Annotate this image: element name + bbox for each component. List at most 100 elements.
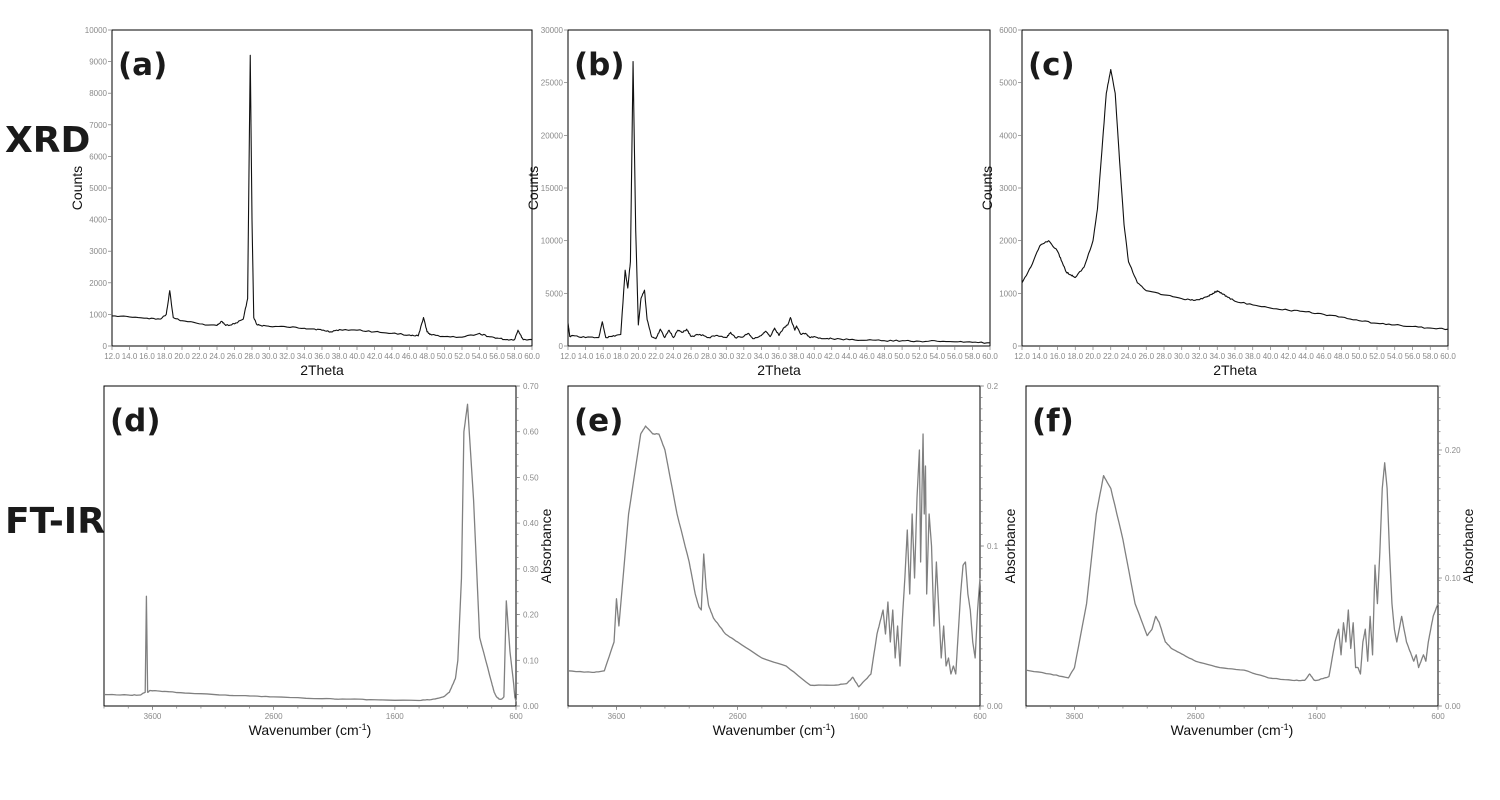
x-tick-label-c-4: 20.0 [1085, 352, 1101, 361]
plot-frame-d [103, 385, 517, 707]
x-tick-label-f-1: 2600 [1187, 712, 1205, 721]
x-tick-label-a-19: 50.0 [437, 352, 453, 361]
x-tick-label-b-14: 40.0 [806, 352, 822, 361]
x-tick-label-a-12: 36.0 [314, 352, 330, 361]
y-axis-title-f: Absorbance [1460, 508, 1476, 583]
x-tick-label-a-6: 24.0 [209, 352, 225, 361]
panel-b: (b)12.0 14.0 16.0 18.0 20.0 22.0 24.0 26.0 28.0 3… [525, 26, 998, 378]
y-tick-label-d-6: 0.60 [523, 428, 539, 437]
x-tick-label-c-6: 24.0 [1121, 352, 1137, 361]
x-axis-title-sup-f: -1 [1281, 722, 1289, 732]
series-line-a [111, 54, 533, 341]
x-tick-label-b-8: 28.0 [701, 352, 717, 361]
x-tick-label-c-7: 26.0 [1138, 352, 1154, 361]
x-tick-label-a-18: 48.0 [419, 352, 435, 361]
x-tick-label-a-8: 28.0 [244, 352, 260, 361]
y-tick-label-a-8: 8000 [89, 89, 107, 98]
x-tick-label-b-23: 58.0 [965, 352, 981, 361]
y-tick-label-a-6: 6000 [89, 152, 107, 161]
x-tick-label-b-2: 16.0 [595, 352, 611, 361]
x-tick-label-a-16: 44.0 [384, 352, 400, 361]
x-tick-label-c-12: 36.0 [1227, 352, 1243, 361]
x-tick-label-b-10: 32.0 [736, 352, 752, 361]
y-tick-label-c-4: 4000 [999, 131, 1017, 140]
y-axis-title-e: Absorbance [1002, 508, 1018, 583]
y-tick-label-a-1: 1000 [89, 310, 107, 319]
y-tick-label-a-4: 4000 [89, 216, 107, 225]
x-tick-label-e-1: 2600 [729, 712, 747, 721]
y-tick-label-a-9: 9000 [89, 58, 107, 67]
y-tick-label-b-2: 10000 [541, 237, 564, 246]
panels-group: (a)12.0 14.0 16.0 18.0 20.0 22.0 24.0 26.0 28.0 3… [69, 26, 1476, 738]
x-tick-label-c-0: 12.0 [1014, 352, 1030, 361]
panel-a: (a) 12.0 14.0 16.0 18.0 20.0 22.0 24.0 26.0 28.0 3… [69, 26, 540, 378]
plot-frame-f [1025, 385, 1439, 707]
y-tick-label-f-0: 0.00 [1445, 702, 1461, 711]
panel-e: (e) 3600 2600 1600 6000.00 0.1 0.2 Wavenumber (… [567, 382, 1018, 738]
x-tick-label-d-3: 600 [509, 712, 523, 721]
x-tick-label-a-1: 14.0 [122, 352, 138, 361]
x-tick-label-b-22: 56.0 [947, 352, 963, 361]
x-tick-label-a-10: 32.0 [279, 352, 295, 361]
x-tick-label-b-3: 18.0 [613, 352, 629, 361]
y-axis-title-c: Counts [979, 166, 995, 210]
x-tick-label-b-21: 54.0 [929, 352, 945, 361]
panel-label-e: (e) [574, 403, 623, 439]
x-tick-label-f-3: 600 [1431, 712, 1445, 721]
y-tick-label-a-2: 2000 [89, 279, 107, 288]
x-tick-label-a-7: 26.0 [227, 352, 243, 361]
x-tick-label-a-2: 16.0 [139, 352, 155, 361]
panel-label-a: (a) [118, 47, 167, 83]
y-tick-label-c-3: 3000 [999, 184, 1017, 193]
x-tick-label-b-16: 44.0 [842, 352, 858, 361]
y-axis-title-d: Absorbance [538, 508, 554, 583]
panel-f: (f) 3600 2600 1600 6000.00 0.10 0.20 Wavenumber… [1025, 385, 1476, 738]
row-label-ftir: FT-IR [5, 501, 105, 542]
y-axis-title-b: Counts [525, 166, 541, 210]
x-tick-label-d-2: 1600 [386, 712, 404, 721]
y-tick-label-f-2: 0.20 [1445, 446, 1461, 455]
x-axis-title-f: Wavenumber (cm-1) [1171, 722, 1294, 738]
x-tick-label-c-23: 58.0 [1422, 352, 1438, 361]
x-tick-label-c-2: 16.0 [1050, 352, 1066, 361]
x-axis-title-e: Wavenumber (cm-1) [713, 722, 836, 738]
x-tick-label-a-4: 20.0 [174, 352, 190, 361]
plot-frame-e [567, 385, 981, 707]
x-tick-label-c-22: 56.0 [1405, 352, 1421, 361]
x-tick-label-a-13: 38.0 [332, 352, 348, 361]
plot-frame-c [1021, 29, 1449, 347]
y-tick-label-a-5: 5000 [89, 184, 107, 193]
y-tick-label-b-5: 25000 [541, 79, 564, 88]
x-tick-label-d-1: 2600 [265, 712, 283, 721]
x-tick-label-b-9: 30.0 [718, 352, 734, 361]
x-tick-label-a-17: 46.0 [402, 352, 418, 361]
x-tick-label-a-5: 22.0 [192, 352, 208, 361]
y-tick-label-d-2: 0.20 [523, 611, 539, 620]
series-line-e [567, 425, 981, 688]
y-tick-label-d-5: 0.50 [523, 473, 539, 482]
x-axis-title-c: 2Theta [1213, 362, 1257, 378]
x-tick-label-a-20: 52.0 [454, 352, 470, 361]
x-axis-title-a: 2Theta [300, 362, 344, 378]
y-tick-label-d-3: 0.30 [523, 565, 539, 574]
y-tick-label-d-1: 0.10 [523, 656, 539, 665]
x-tick-label-a-3: 18.0 [157, 352, 173, 361]
x-tick-label-c-1: 14.0 [1032, 352, 1048, 361]
series-line-c [1021, 68, 1449, 331]
x-tick-label-c-13: 38.0 [1245, 352, 1261, 361]
x-tick-label-b-12: 36.0 [771, 352, 787, 361]
x-tick-label-c-17: 46.0 [1316, 352, 1332, 361]
y-tick-label-d-0: 0.00 [523, 702, 539, 711]
y-tick-label-d-4: 0.40 [523, 519, 539, 528]
x-tick-label-a-0: 12.0 [104, 352, 120, 361]
x-tick-label-b-15: 42.0 [824, 352, 840, 361]
panel-label-d: (d) [110, 403, 161, 439]
y-tick-label-b-6: 30000 [541, 26, 564, 35]
x-tick-label-c-8: 28.0 [1156, 352, 1172, 361]
x-axis-title-suffix-e: ) [831, 722, 836, 738]
y-tick-label-b-0: 0 [559, 342, 564, 351]
x-tick-label-c-24: 60.0 [1440, 352, 1456, 361]
x-axis-title-suffix-d: ) [367, 722, 372, 738]
x-tick-label-b-11: 34.0 [754, 352, 770, 361]
x-tick-label-c-3: 18.0 [1067, 352, 1083, 361]
